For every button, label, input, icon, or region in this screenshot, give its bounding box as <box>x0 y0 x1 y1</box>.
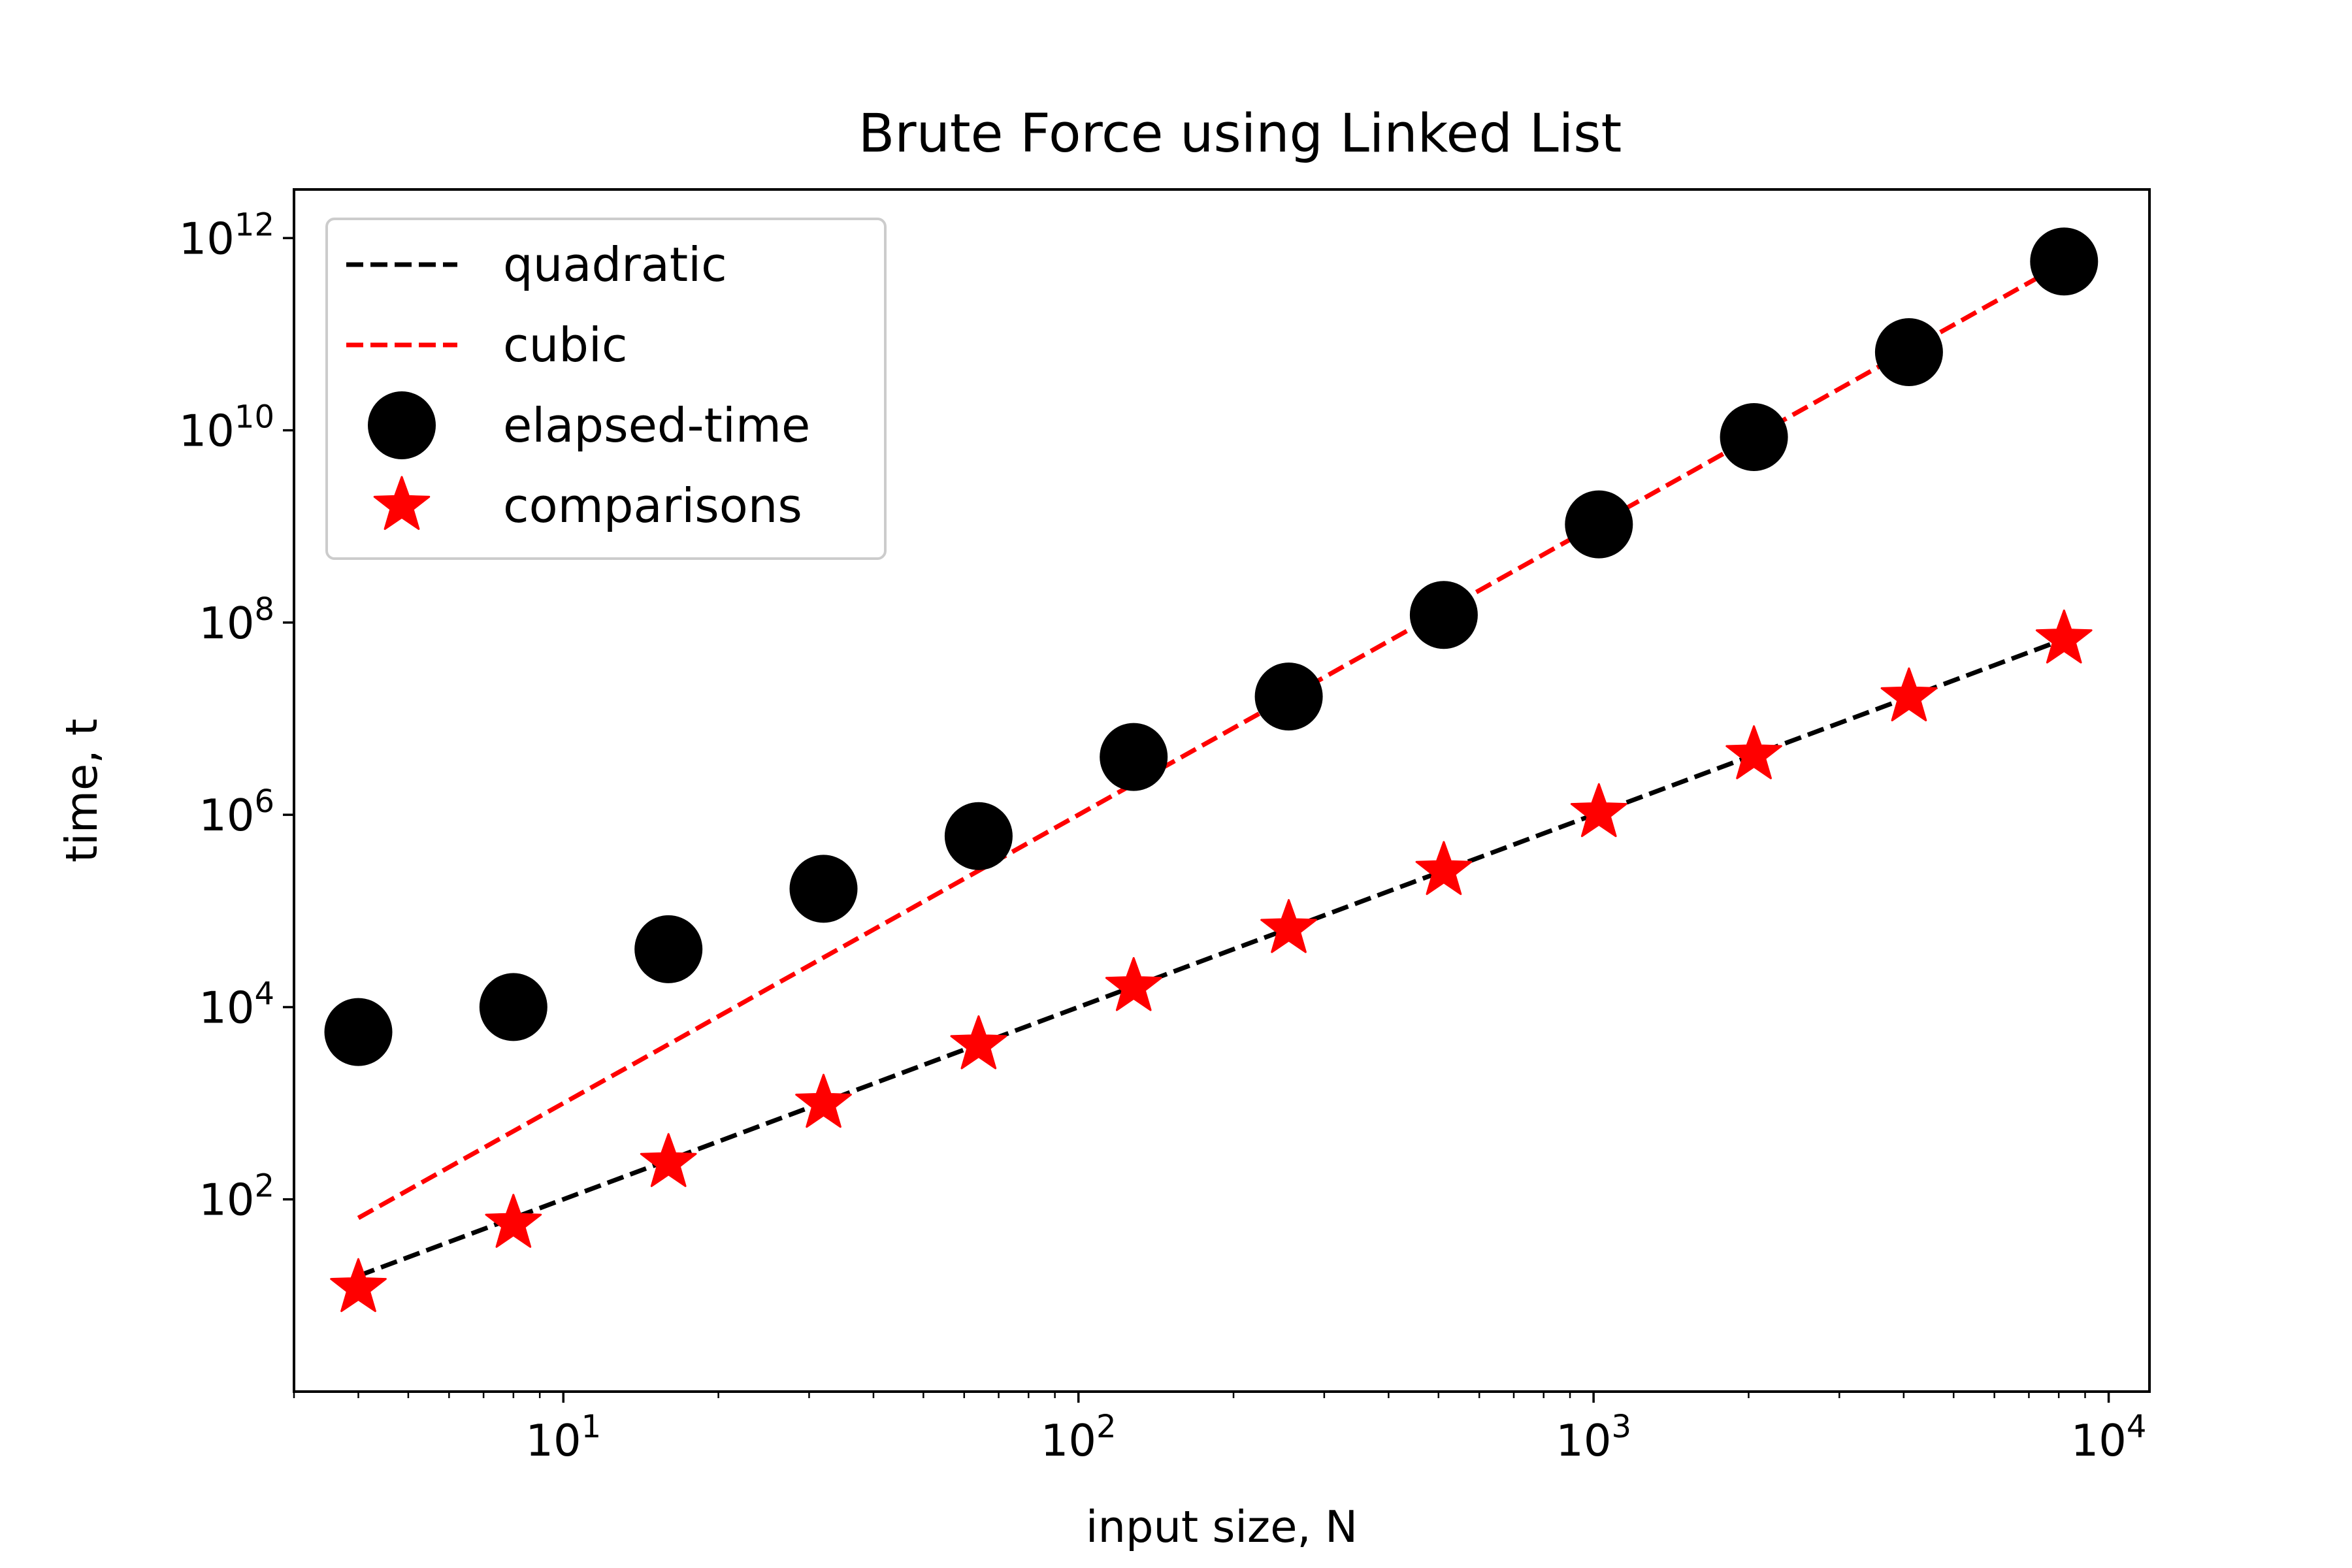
comparisons-point <box>1570 783 1627 838</box>
y-tick-base: 10 <box>199 1175 254 1226</box>
legend-item-elapsed-time: elapsed-time <box>368 391 810 459</box>
y-tick-label: 102 <box>199 1168 274 1226</box>
x-tick-exponent: 3 <box>1611 1409 1631 1445</box>
comparisons-point <box>485 1194 542 1248</box>
x-tick-exponent: 1 <box>581 1409 602 1445</box>
x-tick-label: 103 <box>1556 1409 1631 1466</box>
y-tick-base: 10 <box>179 406 235 457</box>
comparisons-point <box>1260 899 1317 953</box>
comparisons-point <box>1725 725 1782 779</box>
elapsed-time-point <box>634 915 703 983</box>
y-tick-exponent: 10 <box>235 399 274 436</box>
elapsed-time-point <box>1254 662 1323 731</box>
comparisons-point <box>1880 667 1938 722</box>
y-tick-exponent: 2 <box>254 1168 274 1205</box>
y-tick-exponent: 6 <box>254 783 274 820</box>
y-tick-base: 10 <box>199 790 254 841</box>
y-tick-base: 10 <box>199 598 254 649</box>
y-tick-exponent: 12 <box>235 206 274 243</box>
comparisons-point <box>2035 609 2093 664</box>
comparisons-point <box>1105 956 1162 1011</box>
legend-label-quadratic: quadratic <box>503 237 727 292</box>
legend-label-cubic: cubic <box>503 318 628 372</box>
y-tick-label: 108 <box>199 591 274 649</box>
y-axis-label: time, t <box>56 719 107 862</box>
series-line-quadratic <box>357 637 2065 1279</box>
x-axis-label: input size, N <box>1086 1501 1358 1552</box>
legend-label-elapsed-time: elapsed-time <box>503 398 810 453</box>
legend-items: quadratic cubic elapsed-time comparisons <box>346 237 810 533</box>
legend-item-cubic: cubic <box>346 318 628 372</box>
legend-item-comparisons: comparisons <box>373 476 802 533</box>
chart-title: Brute Force using Linked List <box>858 103 1622 165</box>
x-tick-base: 10 <box>2071 1415 2127 1466</box>
x-tick-label: 101 <box>525 1409 601 1466</box>
legend-swatch-elapsed-time <box>368 391 436 459</box>
elapsed-time-point <box>944 802 1013 870</box>
comparisons-point <box>330 1258 387 1313</box>
series-quadratic <box>357 637 2065 1279</box>
x-axis: 101 102 103 104 <box>293 1392 2147 1466</box>
elapsed-time-point <box>1565 490 1633 559</box>
elapsed-time-point <box>1100 723 1168 791</box>
elapsed-time-point <box>2030 227 2099 296</box>
x-tick-base: 10 <box>525 1415 581 1466</box>
elapsed-time-point <box>324 998 393 1066</box>
y-tick-base: 10 <box>199 982 254 1033</box>
y-tick-label: 106 <box>199 783 274 841</box>
elapsed-time-point <box>1874 318 1943 386</box>
elapsed-time-point <box>479 973 547 1041</box>
comparisons-point <box>950 1015 1007 1070</box>
x-tick-label: 104 <box>2071 1409 2147 1466</box>
legend-frame <box>325 218 887 560</box>
x-tick-exponent: 2 <box>1096 1409 1117 1445</box>
y-tick-label: 104 <box>199 975 274 1033</box>
y-tick-exponent: 8 <box>254 591 274 628</box>
legend: quadratic cubic elapsed-time comparisons <box>325 218 887 560</box>
legend-swatch-comparisons <box>373 476 431 531</box>
legend-item-quadratic: quadratic <box>346 237 727 292</box>
elapsed-time-point <box>1720 403 1788 471</box>
x-tick-base: 10 <box>1041 1415 1096 1466</box>
elapsed-time-point <box>789 855 858 923</box>
series-elapsed-time <box>324 227 2099 1066</box>
legend-label-comparisons: comparisons <box>503 478 802 533</box>
y-tick-base: 10 <box>179 213 235 264</box>
x-tick-base: 10 <box>1556 1415 1611 1466</box>
series-comparisons <box>330 609 2093 1313</box>
plot-frame <box>293 188 2151 1393</box>
y-tick-exponent: 4 <box>254 975 274 1012</box>
x-tick-label: 102 <box>1041 1409 1117 1466</box>
comparisons-point <box>795 1073 852 1128</box>
y-tick-label: 1012 <box>179 206 274 264</box>
series-layer <box>324 227 2099 1313</box>
y-tick-label: 1010 <box>179 399 274 457</box>
comparisons-point <box>1415 841 1473 895</box>
elapsed-time-point <box>1409 581 1478 649</box>
x-tick-exponent: 4 <box>2127 1409 2147 1445</box>
comparisons-point <box>640 1133 697 1187</box>
